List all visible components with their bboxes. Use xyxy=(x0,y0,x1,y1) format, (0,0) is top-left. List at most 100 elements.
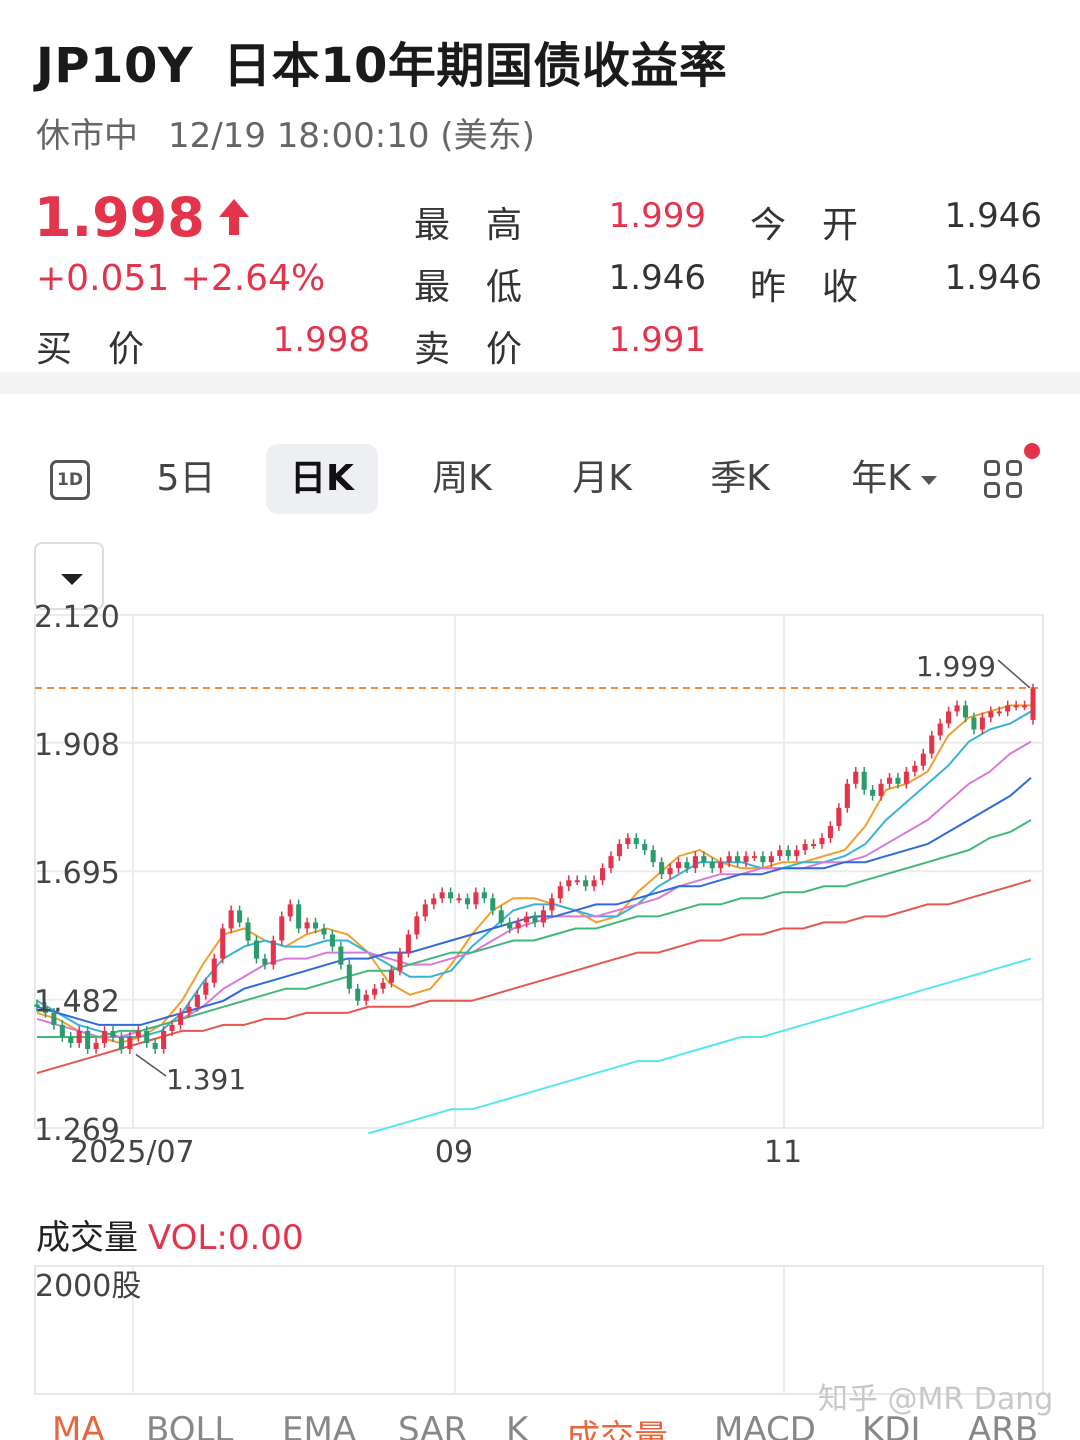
tab-ma[interactable]: MA xyxy=(52,1410,105,1440)
candle-body xyxy=(287,904,293,917)
candle-body xyxy=(743,856,749,863)
bid-label: 买价 xyxy=(36,329,181,370)
candle-body xyxy=(228,910,234,929)
tab-sar[interactable]: SAR xyxy=(398,1410,468,1440)
candle-body xyxy=(844,783,850,808)
intraday-icon[interactable]: 1D xyxy=(50,460,90,500)
candle-body xyxy=(599,868,606,881)
chart-options-dropdown[interactable] xyxy=(34,542,104,610)
candle-body xyxy=(878,783,884,796)
min-value-label: 1.391 xyxy=(166,1063,246,1096)
tab-day-k[interactable]: 日K xyxy=(266,444,378,514)
candle-body xyxy=(633,838,639,845)
x-tick-label: 2025/07 xyxy=(70,1135,195,1170)
indicator-tabs: MA BOLL EMA SAR K 成交量 MACD KDJ ARB xyxy=(0,1406,1080,1440)
ask-value: 1.991 xyxy=(608,320,706,360)
tab-volume[interactable]: 成交量 xyxy=(566,1418,668,1440)
candle-body xyxy=(692,856,698,869)
candle-body xyxy=(574,880,580,883)
tab-quarter-k[interactable]: 季K xyxy=(710,458,770,499)
candle-body xyxy=(937,723,943,736)
tab-month-k[interactable]: 月K xyxy=(572,458,632,499)
candle-body xyxy=(886,777,893,784)
candle-body xyxy=(760,856,766,863)
candle-body xyxy=(515,922,521,929)
candle-body xyxy=(76,1030,82,1044)
candle-body xyxy=(498,910,504,923)
ma-line-ma120 xyxy=(36,879,1032,1075)
candle-body xyxy=(118,1036,124,1050)
tab-year-k-label: 年K xyxy=(851,458,911,499)
candle-body xyxy=(152,1043,158,1050)
tab-week-k[interactable]: 周K xyxy=(432,458,492,499)
candle-body xyxy=(304,922,310,929)
y-tick-label: 2.120 xyxy=(34,600,120,635)
candle-body xyxy=(684,862,690,869)
candle-body xyxy=(313,922,319,929)
bid-value: 1.998 xyxy=(272,320,370,360)
x-tick-label: 11 xyxy=(764,1135,802,1170)
candle-body xyxy=(946,711,952,724)
candle-body xyxy=(169,1024,175,1031)
candle-body xyxy=(642,844,648,851)
candle-body xyxy=(59,1024,65,1037)
candle-body xyxy=(270,940,276,965)
candle-body xyxy=(895,777,901,784)
candle-body xyxy=(988,711,994,718)
caret-down-icon xyxy=(61,574,83,585)
candle-body xyxy=(490,898,496,911)
candle-body xyxy=(355,988,361,1001)
chart-grid xyxy=(34,614,1044,1129)
ma-line-ma5 xyxy=(36,704,1031,1045)
candle-body xyxy=(709,862,715,869)
candle-body xyxy=(481,892,487,899)
candle-body xyxy=(448,892,454,899)
candle-body xyxy=(253,940,259,959)
tab-kdj[interactable]: KDJ xyxy=(862,1410,921,1440)
volume-header: 成交量 VOL:0.00 xyxy=(36,1210,304,1259)
candle-body xyxy=(177,1012,184,1025)
candle-body xyxy=(549,898,555,911)
volume-title: 成交量 xyxy=(36,1218,138,1258)
candle-body xyxy=(853,771,859,784)
candle-body xyxy=(870,789,876,796)
ma-line-ma10 xyxy=(36,710,1032,1038)
candle-body xyxy=(954,705,960,712)
candle-body xyxy=(262,958,268,965)
candle-body xyxy=(237,910,243,923)
candle-body xyxy=(735,856,741,863)
candle-body xyxy=(194,994,200,1007)
candle-body xyxy=(819,838,825,845)
candle-body xyxy=(127,1036,133,1050)
candle-body xyxy=(464,898,471,905)
volume-chart: 2000股 xyxy=(34,1265,1044,1395)
candle-body xyxy=(971,717,977,730)
grid-menu-icon[interactable] xyxy=(984,460,1024,500)
market-status: 休市中 12/19 18:00:10 (美东) xyxy=(36,108,535,157)
candle-body xyxy=(667,868,673,875)
tab-k[interactable]: K xyxy=(506,1410,529,1440)
candle-body xyxy=(245,922,251,941)
candle-body xyxy=(110,1030,116,1037)
tab-macd[interactable]: MACD xyxy=(714,1410,816,1440)
candle-body xyxy=(296,904,302,929)
candle-body xyxy=(338,946,344,965)
candle-body xyxy=(1013,705,1019,708)
tab-ema[interactable]: EMA xyxy=(282,1410,357,1440)
section-divider xyxy=(0,372,1080,394)
candle-body xyxy=(625,838,631,845)
instrument-name: 日本10年期国债收益率 xyxy=(223,38,728,94)
tab-5-day[interactable]: 5日 xyxy=(156,458,216,499)
candle-body xyxy=(768,856,774,863)
candle-body xyxy=(912,765,918,772)
candle-body xyxy=(405,934,411,953)
candle-body xyxy=(101,1030,108,1044)
candle-body xyxy=(135,1030,141,1037)
volume-axis-label: 2000股 xyxy=(35,1269,141,1304)
tab-arb[interactable]: ARB xyxy=(968,1410,1039,1440)
candle-body xyxy=(811,844,817,847)
candle-body xyxy=(920,753,926,766)
tab-boll[interactable]: BOLL xyxy=(146,1410,234,1440)
tab-year-k[interactable]: 年K xyxy=(834,444,954,514)
